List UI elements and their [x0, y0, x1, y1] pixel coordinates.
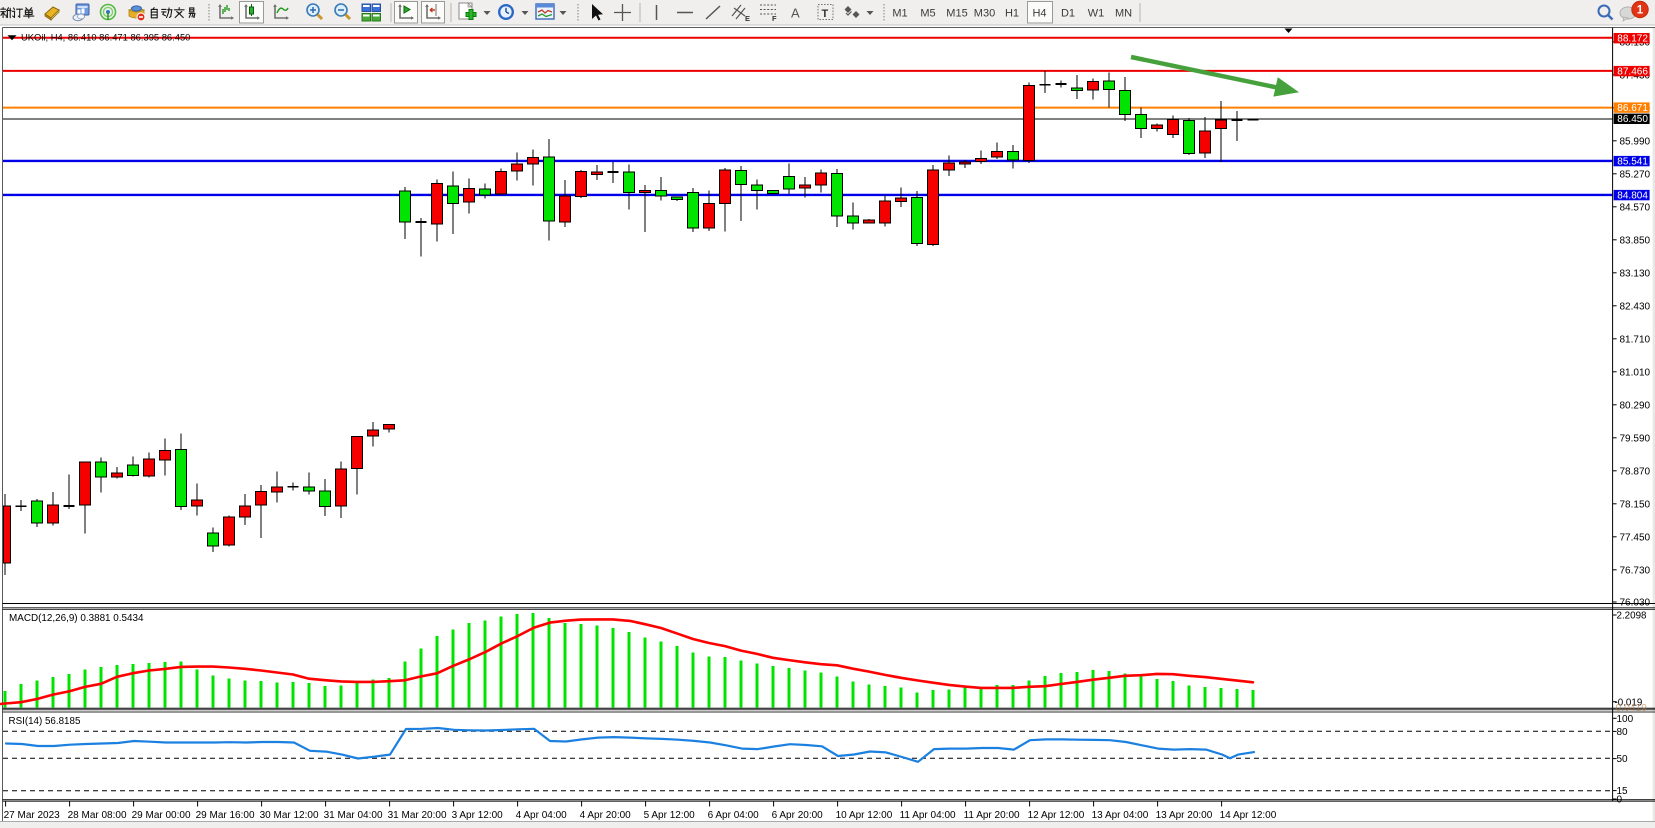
- svg-text:UKOil, H4, 86.410 86.471 86.39: UKOil, H4, 86.410 86.471 86.395 86.450: [21, 32, 190, 43]
- svg-text:84.804: 84.804: [1617, 191, 1648, 202]
- svg-text:80.290: 80.290: [1620, 400, 1651, 411]
- svg-text:4 Apr 04:00: 4 Apr 04:00: [516, 810, 568, 821]
- svg-text:31 Mar 20:00: 31 Mar 20:00: [388, 810, 447, 821]
- svg-text:0: 0: [1617, 795, 1623, 806]
- svg-text:A: A: [791, 6, 800, 21]
- svg-text:82.430: 82.430: [1620, 301, 1651, 312]
- svg-text:13 Apr 04:00: 13 Apr 04:00: [1092, 810, 1149, 821]
- svg-text:M1: M1: [892, 8, 907, 20]
- svg-text:100: 100: [1617, 714, 1634, 725]
- svg-text:3 Apr 12:00: 3 Apr 12:00: [452, 810, 504, 821]
- svg-text:88.172: 88.172: [1617, 34, 1648, 45]
- svg-text:78.870: 78.870: [1620, 466, 1651, 477]
- svg-text:83.130: 83.130: [1620, 268, 1651, 279]
- svg-text:0.0419: 0.0419: [1616, 703, 1648, 714]
- svg-text:77.450: 77.450: [1620, 532, 1651, 543]
- svg-text:76.730: 76.730: [1620, 565, 1651, 576]
- svg-text:15: 15: [1617, 786, 1629, 797]
- svg-text:H1: H1: [1005, 8, 1019, 20]
- svg-text:F: F: [772, 14, 777, 23]
- svg-text:31 Mar 04:00: 31 Mar 04:00: [324, 810, 383, 821]
- svg-text:87.466: 87.466: [1617, 67, 1648, 78]
- svg-text:12 Apr 12:00: 12 Apr 12:00: [1028, 810, 1085, 821]
- svg-text:6 Apr 04:00: 6 Apr 04:00: [708, 810, 760, 821]
- svg-text:MACD(12,26,9) 0.3881 0.5434: MACD(12,26,9) 0.3881 0.5434: [9, 613, 144, 624]
- svg-text:81.010: 81.010: [1620, 367, 1651, 378]
- svg-text:RSI(14) 56.8185: RSI(14) 56.8185: [9, 716, 81, 727]
- svg-text:W1: W1: [1088, 8, 1105, 20]
- svg-text:85.270: 85.270: [1620, 169, 1651, 180]
- svg-text:4 Apr 20:00: 4 Apr 20:00: [580, 810, 632, 821]
- svg-text:86.671: 86.671: [1617, 103, 1648, 114]
- svg-text:1: 1: [1637, 4, 1644, 16]
- svg-text:2.2098: 2.2098: [1617, 610, 1648, 621]
- svg-text:-0.019: -0.019: [1615, 697, 1643, 708]
- svg-text:29 Mar 00:00: 29 Mar 00:00: [132, 810, 191, 821]
- svg-text:85.990: 85.990: [1620, 136, 1651, 147]
- svg-text:83.850: 83.850: [1620, 235, 1651, 246]
- svg-text:30 Mar 12:00: 30 Mar 12:00: [260, 810, 319, 821]
- svg-text:81.710: 81.710: [1620, 334, 1651, 345]
- svg-text:78.150: 78.150: [1620, 499, 1651, 510]
- svg-text:29 Mar 16:00: 29 Mar 16:00: [196, 810, 255, 821]
- svg-text:10 Apr 12:00: 10 Apr 12:00: [836, 810, 893, 821]
- svg-text:6 Apr 20:00: 6 Apr 20:00: [772, 810, 824, 821]
- svg-text:28 Mar 08:00: 28 Mar 08:00: [68, 810, 127, 821]
- svg-text:H4: H4: [1032, 8, 1046, 20]
- svg-text:13 Apr 20:00: 13 Apr 20:00: [1156, 810, 1213, 821]
- svg-text:14 Apr 12:00: 14 Apr 12:00: [1220, 810, 1277, 821]
- svg-text:79.590: 79.590: [1620, 433, 1651, 444]
- svg-text:T: T: [822, 8, 829, 20]
- svg-text:50: 50: [1617, 754, 1629, 765]
- svg-text:5 Apr 12:00: 5 Apr 12:00: [644, 810, 696, 821]
- svg-text:M30: M30: [974, 8, 995, 20]
- svg-text:M5: M5: [920, 8, 935, 20]
- svg-text:E: E: [745, 14, 750, 23]
- svg-text:11 Apr 20:00: 11 Apr 20:00: [964, 810, 1020, 821]
- svg-text:M15: M15: [946, 8, 967, 20]
- svg-text:84.570: 84.570: [1620, 202, 1651, 213]
- svg-text:76.030: 76.030: [1620, 598, 1651, 609]
- svg-text:D1: D1: [1061, 8, 1075, 20]
- svg-text:11 Apr 04:00: 11 Apr 04:00: [900, 810, 956, 821]
- svg-text:86.450: 86.450: [1617, 114, 1648, 125]
- svg-text:MN: MN: [1115, 8, 1132, 20]
- svg-text:27 Mar 2023: 27 Mar 2023: [4, 810, 61, 821]
- svg-text:85.541: 85.541: [1617, 157, 1648, 168]
- svg-text:80: 80: [1617, 727, 1629, 738]
